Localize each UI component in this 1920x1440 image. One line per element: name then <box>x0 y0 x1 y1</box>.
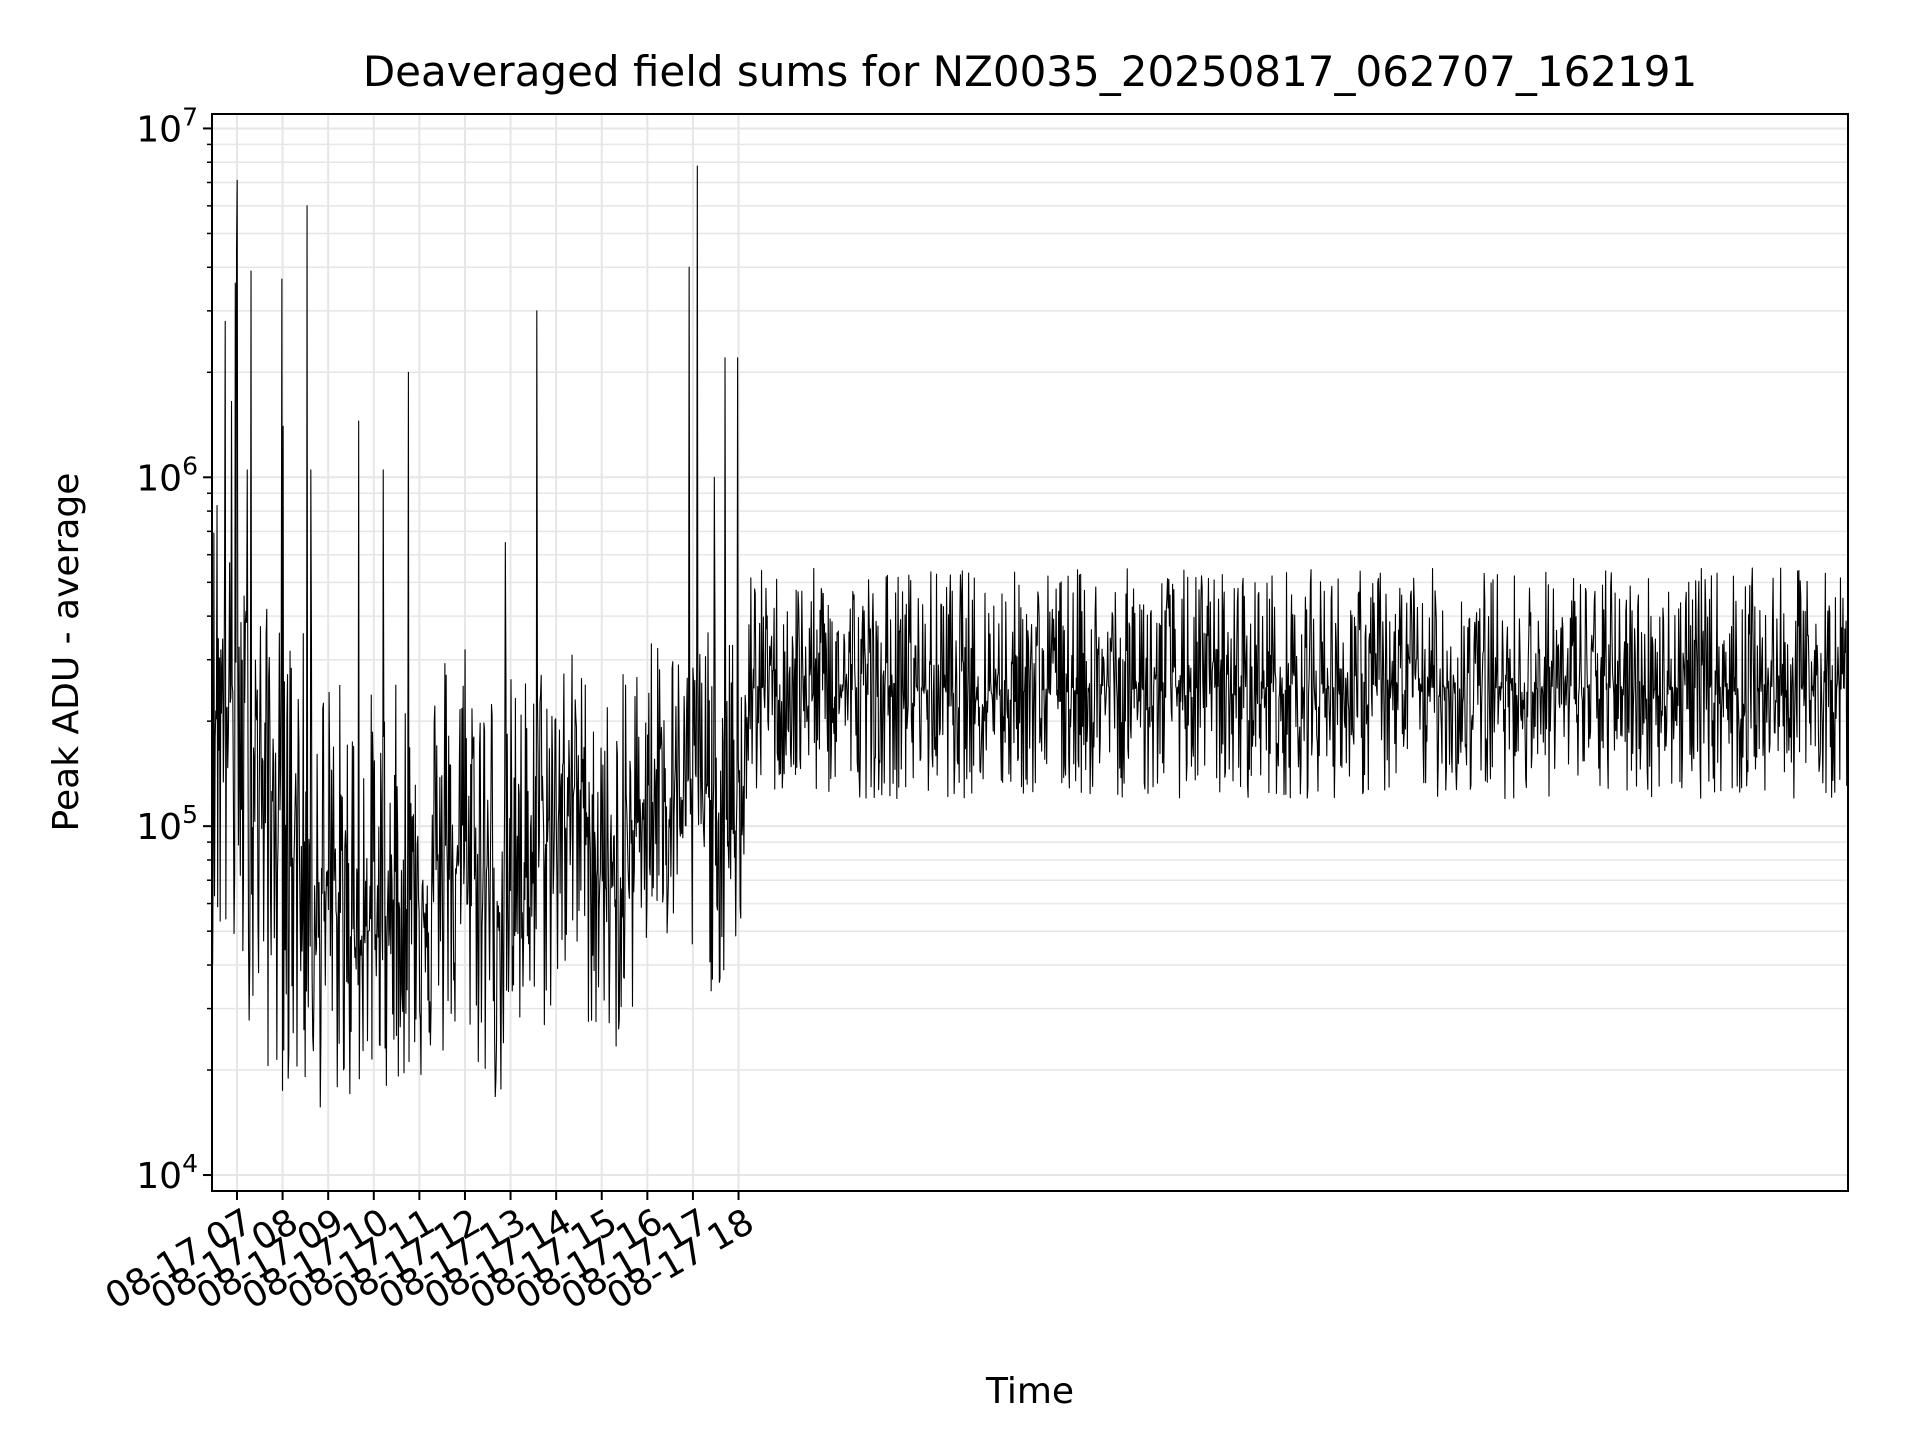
y-axis-label: Peak ADU - average <box>46 473 87 832</box>
y-tick-label: 105 <box>136 800 198 848</box>
y-tick-label: 107 <box>136 102 198 150</box>
data-series <box>211 165 1849 1108</box>
y-tick-label: 106 <box>136 451 198 499</box>
plot-frame <box>211 113 1849 1192</box>
chart-title: Deaveraged field sums for NZ0035_2025081… <box>363 47 1697 96</box>
y-tick-label: 104 <box>136 1149 198 1197</box>
series-line <box>211 165 1849 1108</box>
x-axis-label: Time <box>985 1371 1074 1412</box>
